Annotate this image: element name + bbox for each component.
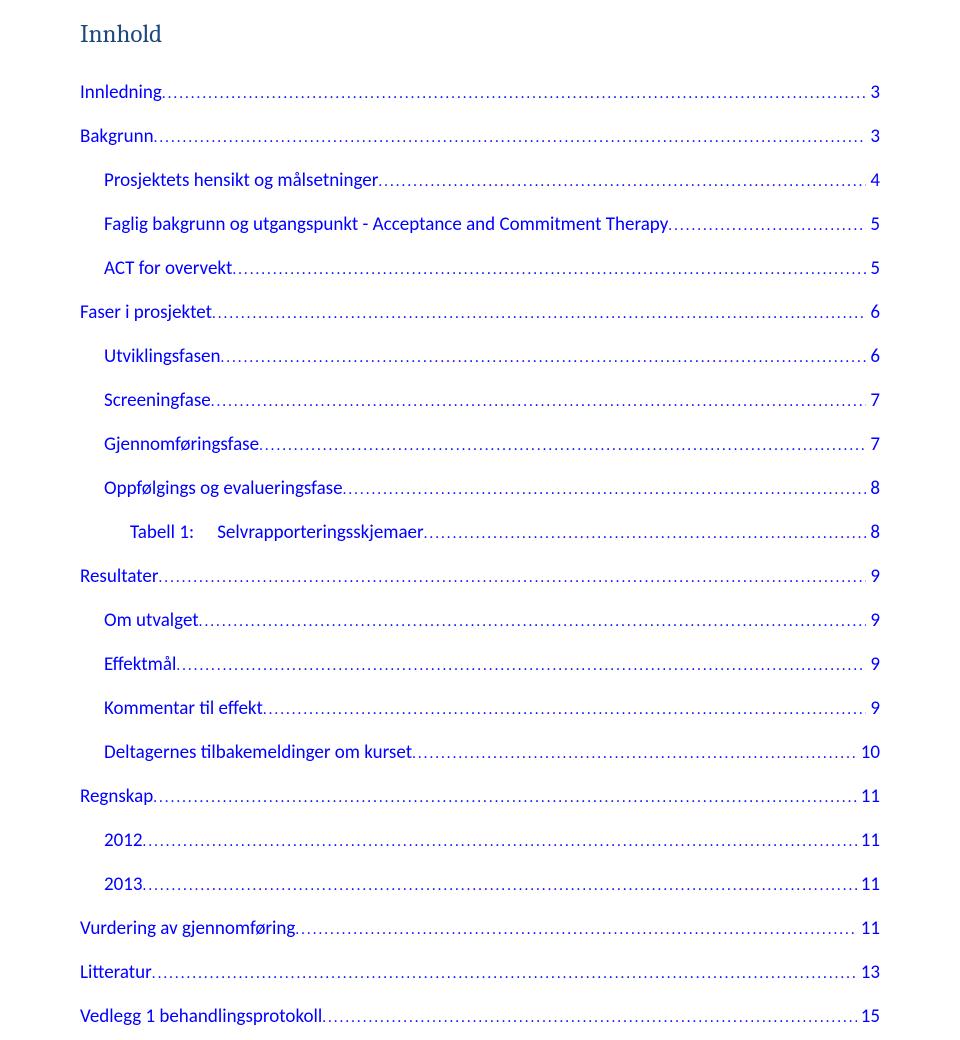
toc-entry-label: Resultater [80, 555, 159, 599]
toc-leader-dots [143, 864, 857, 908]
toc-entry-label: Tabell 1: Selvrapporteringsskjemaer [130, 511, 424, 555]
toc-leader-dots [378, 160, 866, 204]
toc-entry-page: 5 [866, 203, 880, 247]
toc-entry-page: 9 [866, 643, 880, 687]
toc-entry-label: Screeningfase [104, 379, 211, 423]
toc-entry[interactable]: Resultater 9 [80, 555, 880, 599]
toc-entry-label: Deltagernes tilbakemeldinger om kurset [104, 731, 412, 775]
document-page: Innhold Innledning3Bakgrunn3Prosjektets … [0, 0, 960, 984]
toc-entry-label: Vedlegg 1 behandlingsprotokoll [80, 995, 322, 1039]
toc-entry[interactable]: Oppfølgings og evalueringsfase 8 [80, 467, 880, 511]
toc-entry-page: 9 [866, 555, 880, 599]
toc-entry-page: 11 [857, 907, 880, 951]
toc-entry-page: 13 [857, 951, 880, 995]
toc-entry[interactable]: Screeningfase 7 [80, 379, 880, 423]
toc-entry[interactable]: Om utvalget 9 [80, 599, 880, 643]
toc-entry[interactable]: ACT for overvekt 5 [80, 247, 880, 291]
toc-entry[interactable]: Litteratur 13 [80, 951, 880, 995]
toc-entry-page: 9 [866, 687, 880, 731]
toc-leader-dots [322, 996, 857, 1040]
toc-entry-page: 6 [866, 291, 880, 335]
toc-entry-label: Effektmål [104, 643, 176, 687]
toc-entry-label: Kommentar til effekt [104, 687, 263, 731]
toc-entry[interactable]: Faglig bakgrunn og utgangspunkt - Accept… [80, 203, 880, 247]
toc-entry-label: Gjennomføringsfase [104, 423, 259, 467]
toc-leader-dots [412, 732, 857, 776]
toc-entry-page: 5 [866, 247, 880, 291]
toc-entry-label: Utviklingsfasen [104, 335, 220, 379]
toc-entry[interactable]: Faser i prosjektet 6 [80, 291, 880, 335]
toc-entry[interactable]: Bakgrunn 3 [80, 115, 880, 159]
toc-entry-label: Vurdering av gjennomføring [80, 907, 295, 951]
toc-entry-page: 7 [866, 379, 880, 423]
toc-entry-page: 4 [866, 159, 880, 203]
toc-leader-dots [154, 116, 867, 160]
toc-leader-dots [212, 292, 866, 336]
toc-entry-page: 11 [857, 775, 880, 819]
toc-leader-dots [162, 72, 867, 116]
toc-entry[interactable]: Vurdering av gjennomføring 11 [80, 907, 880, 951]
toc-leader-dots [259, 424, 866, 468]
toc-leader-dots [263, 688, 867, 732]
toc-entry-label: Faglig bakgrunn og utgangspunkt - Accept… [104, 203, 668, 247]
toc-entry-page: 8 [866, 511, 880, 555]
toc-entry-label: ACT for overvekt [104, 247, 232, 291]
toc-entry-label: Regnskap [80, 775, 153, 819]
toc-leader-dots [159, 556, 867, 600]
toc-entry[interactable]: 2013 11 [80, 863, 880, 907]
toc-leader-dots [424, 512, 867, 556]
toc-leader-dots [668, 204, 866, 248]
toc-list: Innledning3Bakgrunn3Prosjektets hensikt … [80, 71, 880, 1039]
toc-entry-label: 2013 [104, 863, 143, 907]
toc-entry-page: 9 [866, 599, 880, 643]
toc-entry-page: 7 [866, 423, 880, 467]
toc-entry-page: 3 [866, 71, 880, 115]
toc-entry-label: Litteratur [80, 951, 152, 995]
toc-entry[interactable]: Innledning 3 [80, 71, 880, 115]
toc-entry-page: 11 [857, 819, 880, 863]
toc-entry-page: 8 [866, 467, 880, 511]
toc-leader-dots [232, 248, 866, 292]
toc-entry[interactable]: Prosjektets hensikt og målsetninger 4 [80, 159, 880, 203]
toc-entry-label: Innledning [80, 71, 162, 115]
toc-heading: Innhold [80, 20, 880, 49]
toc-entry[interactable]: Effektmål 9 [80, 643, 880, 687]
toc-entry[interactable]: Tabell 1: Selvrapporteringsskjemaer 8 [80, 511, 880, 555]
toc-leader-dots [199, 600, 867, 644]
toc-entry-page: 11 [857, 863, 880, 907]
toc-entry-label: Om utvalget [104, 599, 199, 643]
toc-leader-dots [220, 336, 866, 380]
toc-entry[interactable]: Utviklingsfasen 6 [80, 335, 880, 379]
toc-entry-label: Oppfølgings og evalueringsfase [104, 467, 343, 511]
toc-entry[interactable]: Gjennomføringsfase 7 [80, 423, 880, 467]
toc-leader-dots [343, 468, 867, 512]
toc-leader-dots [143, 820, 857, 864]
toc-entry-page: 6 [866, 335, 880, 379]
toc-entry[interactable]: Deltagernes tilbakemeldinger om kurset 10 [80, 731, 880, 775]
toc-entry-prefix: Tabell 1: [130, 511, 200, 555]
toc-entry-page: 10 [857, 731, 880, 775]
toc-leader-dots [152, 952, 857, 996]
toc-entry-label: Faser i prosjektet [80, 291, 212, 335]
toc-entry[interactable]: Kommentar til effekt 9 [80, 687, 880, 731]
toc-entry[interactable]: Regnskap 11 [80, 775, 880, 819]
toc-entry-page: 3 [866, 115, 880, 159]
toc-leader-dots [176, 644, 866, 688]
toc-entry-label: Bakgrunn [80, 115, 154, 159]
toc-entry[interactable]: Vedlegg 1 behandlingsprotokoll 15 [80, 995, 880, 1039]
toc-entry-page: 15 [857, 995, 880, 1039]
toc-leader-dots [153, 776, 857, 820]
toc-entry-label: 2012 [104, 819, 143, 863]
toc-entry[interactable]: 2012 11 [80, 819, 880, 863]
toc-leader-dots [295, 908, 856, 952]
toc-entry-label: Prosjektets hensikt og målsetninger [104, 159, 378, 203]
toc-leader-dots [211, 380, 867, 424]
